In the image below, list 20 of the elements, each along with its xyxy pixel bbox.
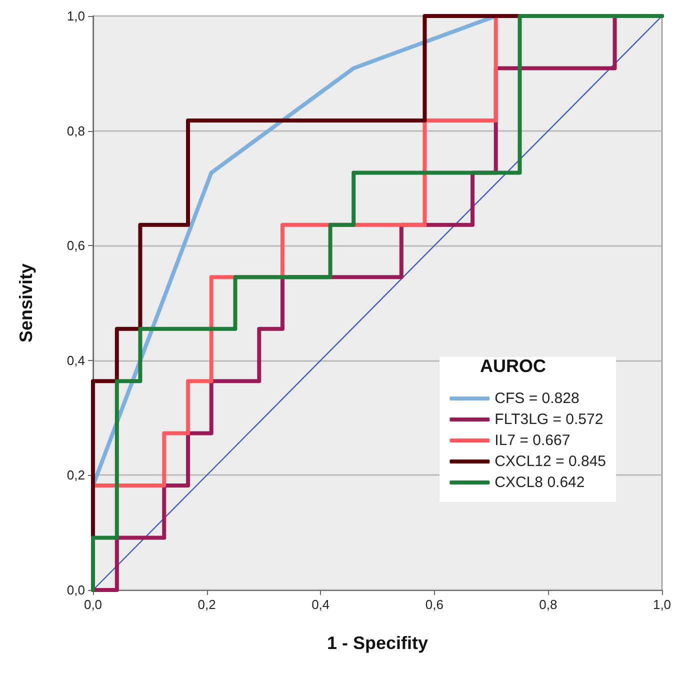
legend-label: IL7 = 0.667 (494, 432, 570, 449)
x-tick-label: 0,8 (539, 597, 558, 612)
y-tick-label: 0,6 (66, 238, 85, 254)
x-axis-title: 1 - Specifity (326, 633, 428, 653)
y-tick-label: 0,2 (66, 468, 85, 483)
x-tick-label: 0,4 (312, 597, 330, 612)
legend-label: CFS = 0.828 (494, 390, 580, 407)
legend-label: FLT3LG = 0.572 (494, 411, 604, 428)
y-tick-label: 0,8 (66, 123, 85, 138)
legend-title: AUROC (480, 356, 546, 376)
x-tick-label: 0,2 (198, 597, 216, 612)
x-tick-label: 1,0 (652, 597, 672, 612)
y-axis-title: Sensivity (16, 263, 36, 343)
y-tick-label: 0,0 (66, 582, 85, 598)
legend-label: CXCL8 0.642 (494, 474, 585, 491)
x-tick-label: 0,0 (84, 597, 102, 612)
x-tick-label: 0,6 (425, 597, 444, 612)
y-tick-label: 1,0 (66, 8, 85, 24)
legend-label: CXCL12 = 0.845 (494, 453, 606, 470)
y-tick-label: 0,4 (66, 352, 85, 368)
